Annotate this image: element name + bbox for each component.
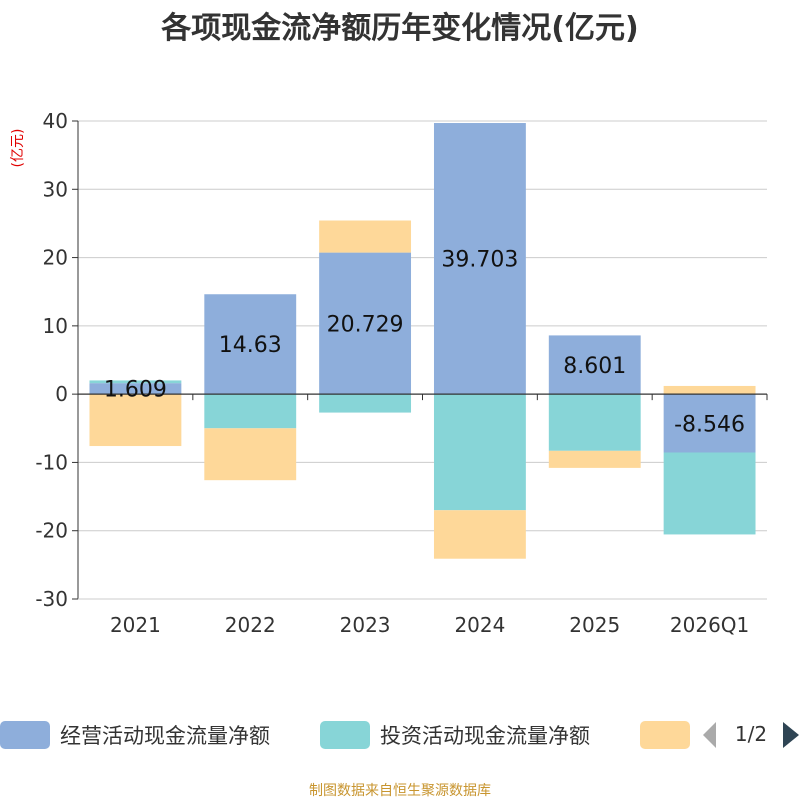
bars — [89, 123, 756, 559]
y-tick-label: 30 — [43, 177, 68, 201]
gridlines — [72, 120, 767, 600]
bar-series2 — [663, 452, 756, 535]
legend-page-indicator: 1/2 — [735, 722, 767, 746]
bar-series3 — [89, 394, 182, 447]
bar-series3 — [433, 510, 526, 559]
legend-swatch[interactable] — [640, 721, 690, 749]
y-tick-label: -30 — [35, 587, 68, 611]
bar-series3 — [319, 220, 412, 253]
y-tick-label: 10 — [43, 314, 68, 338]
data-label: -8.546 — [674, 412, 745, 437]
x-tick-label: 2023 — [340, 613, 391, 637]
data-label: 39.703 — [441, 248, 518, 273]
x-tick-label: 2021 — [110, 613, 161, 637]
legend: 经营活动现金流量净额 投资活动现金流量净额 — [0, 721, 690, 749]
bar-series3 — [204, 428, 297, 481]
legend-label[interactable]: 投资活动现金流量净额 — [380, 724, 590, 748]
tick-labels: 40 30 20 10 0 -10 -20 -30 2021 2022 2023 2024 2025 20… — [35, 109, 749, 637]
bar-series2 — [548, 394, 641, 451]
legend-pager: 1/2 — [703, 722, 799, 748]
y-tick-label: -20 — [35, 519, 68, 543]
axes — [77, 121, 768, 600]
y-tick-label: -10 — [35, 450, 68, 474]
legend-swatch[interactable] — [320, 721, 370, 749]
y-tick-label: 40 — [43, 109, 68, 133]
data-label: 1.609 — [104, 378, 167, 403]
bar-series2 — [204, 394, 297, 429]
bar-series3 — [663, 385, 756, 395]
bar-series1 — [663, 394, 756, 453]
bar-series1 — [89, 383, 182, 395]
bar-series2 — [89, 380, 182, 384]
legend-label[interactable]: 经营活动现金流量净额 — [60, 724, 270, 748]
next-page-icon[interactable] — [783, 722, 799, 748]
x-tick-label: 2022 — [225, 613, 276, 637]
chart-title: 各项现金流净额历年变化情况(亿元) — [160, 11, 638, 46]
bar-series1 — [319, 252, 412, 395]
data-label: 20.729 — [327, 312, 404, 337]
x-tick-label: 2025 — [569, 613, 620, 637]
y-axis-unit: (亿元) — [10, 129, 26, 168]
x-tick-label: 2026Q1 — [670, 613, 749, 637]
bar-series1 — [433, 123, 526, 395]
bar-series1 — [548, 335, 641, 395]
legend-swatch[interactable] — [0, 721, 50, 749]
data-label: 8.601 — [563, 354, 626, 379]
y-tick-label: 0 — [55, 382, 68, 406]
data-label: 14.63 — [219, 333, 282, 358]
bar-series2 — [433, 394, 526, 511]
data-source-note: 制图数据来自恒生聚源数据库 — [309, 783, 491, 799]
prev-page-icon[interactable] — [703, 722, 716, 748]
bar-series3 — [548, 450, 641, 468]
data-labels: 1.609 14.63 20.729 39.703 8.601 -8.546 — [104, 248, 745, 438]
x-tick-label: 2024 — [454, 613, 505, 637]
bar-series1 — [204, 294, 297, 395]
bar-series2 — [319, 394, 412, 413]
y-tick-label: 20 — [43, 246, 68, 270]
